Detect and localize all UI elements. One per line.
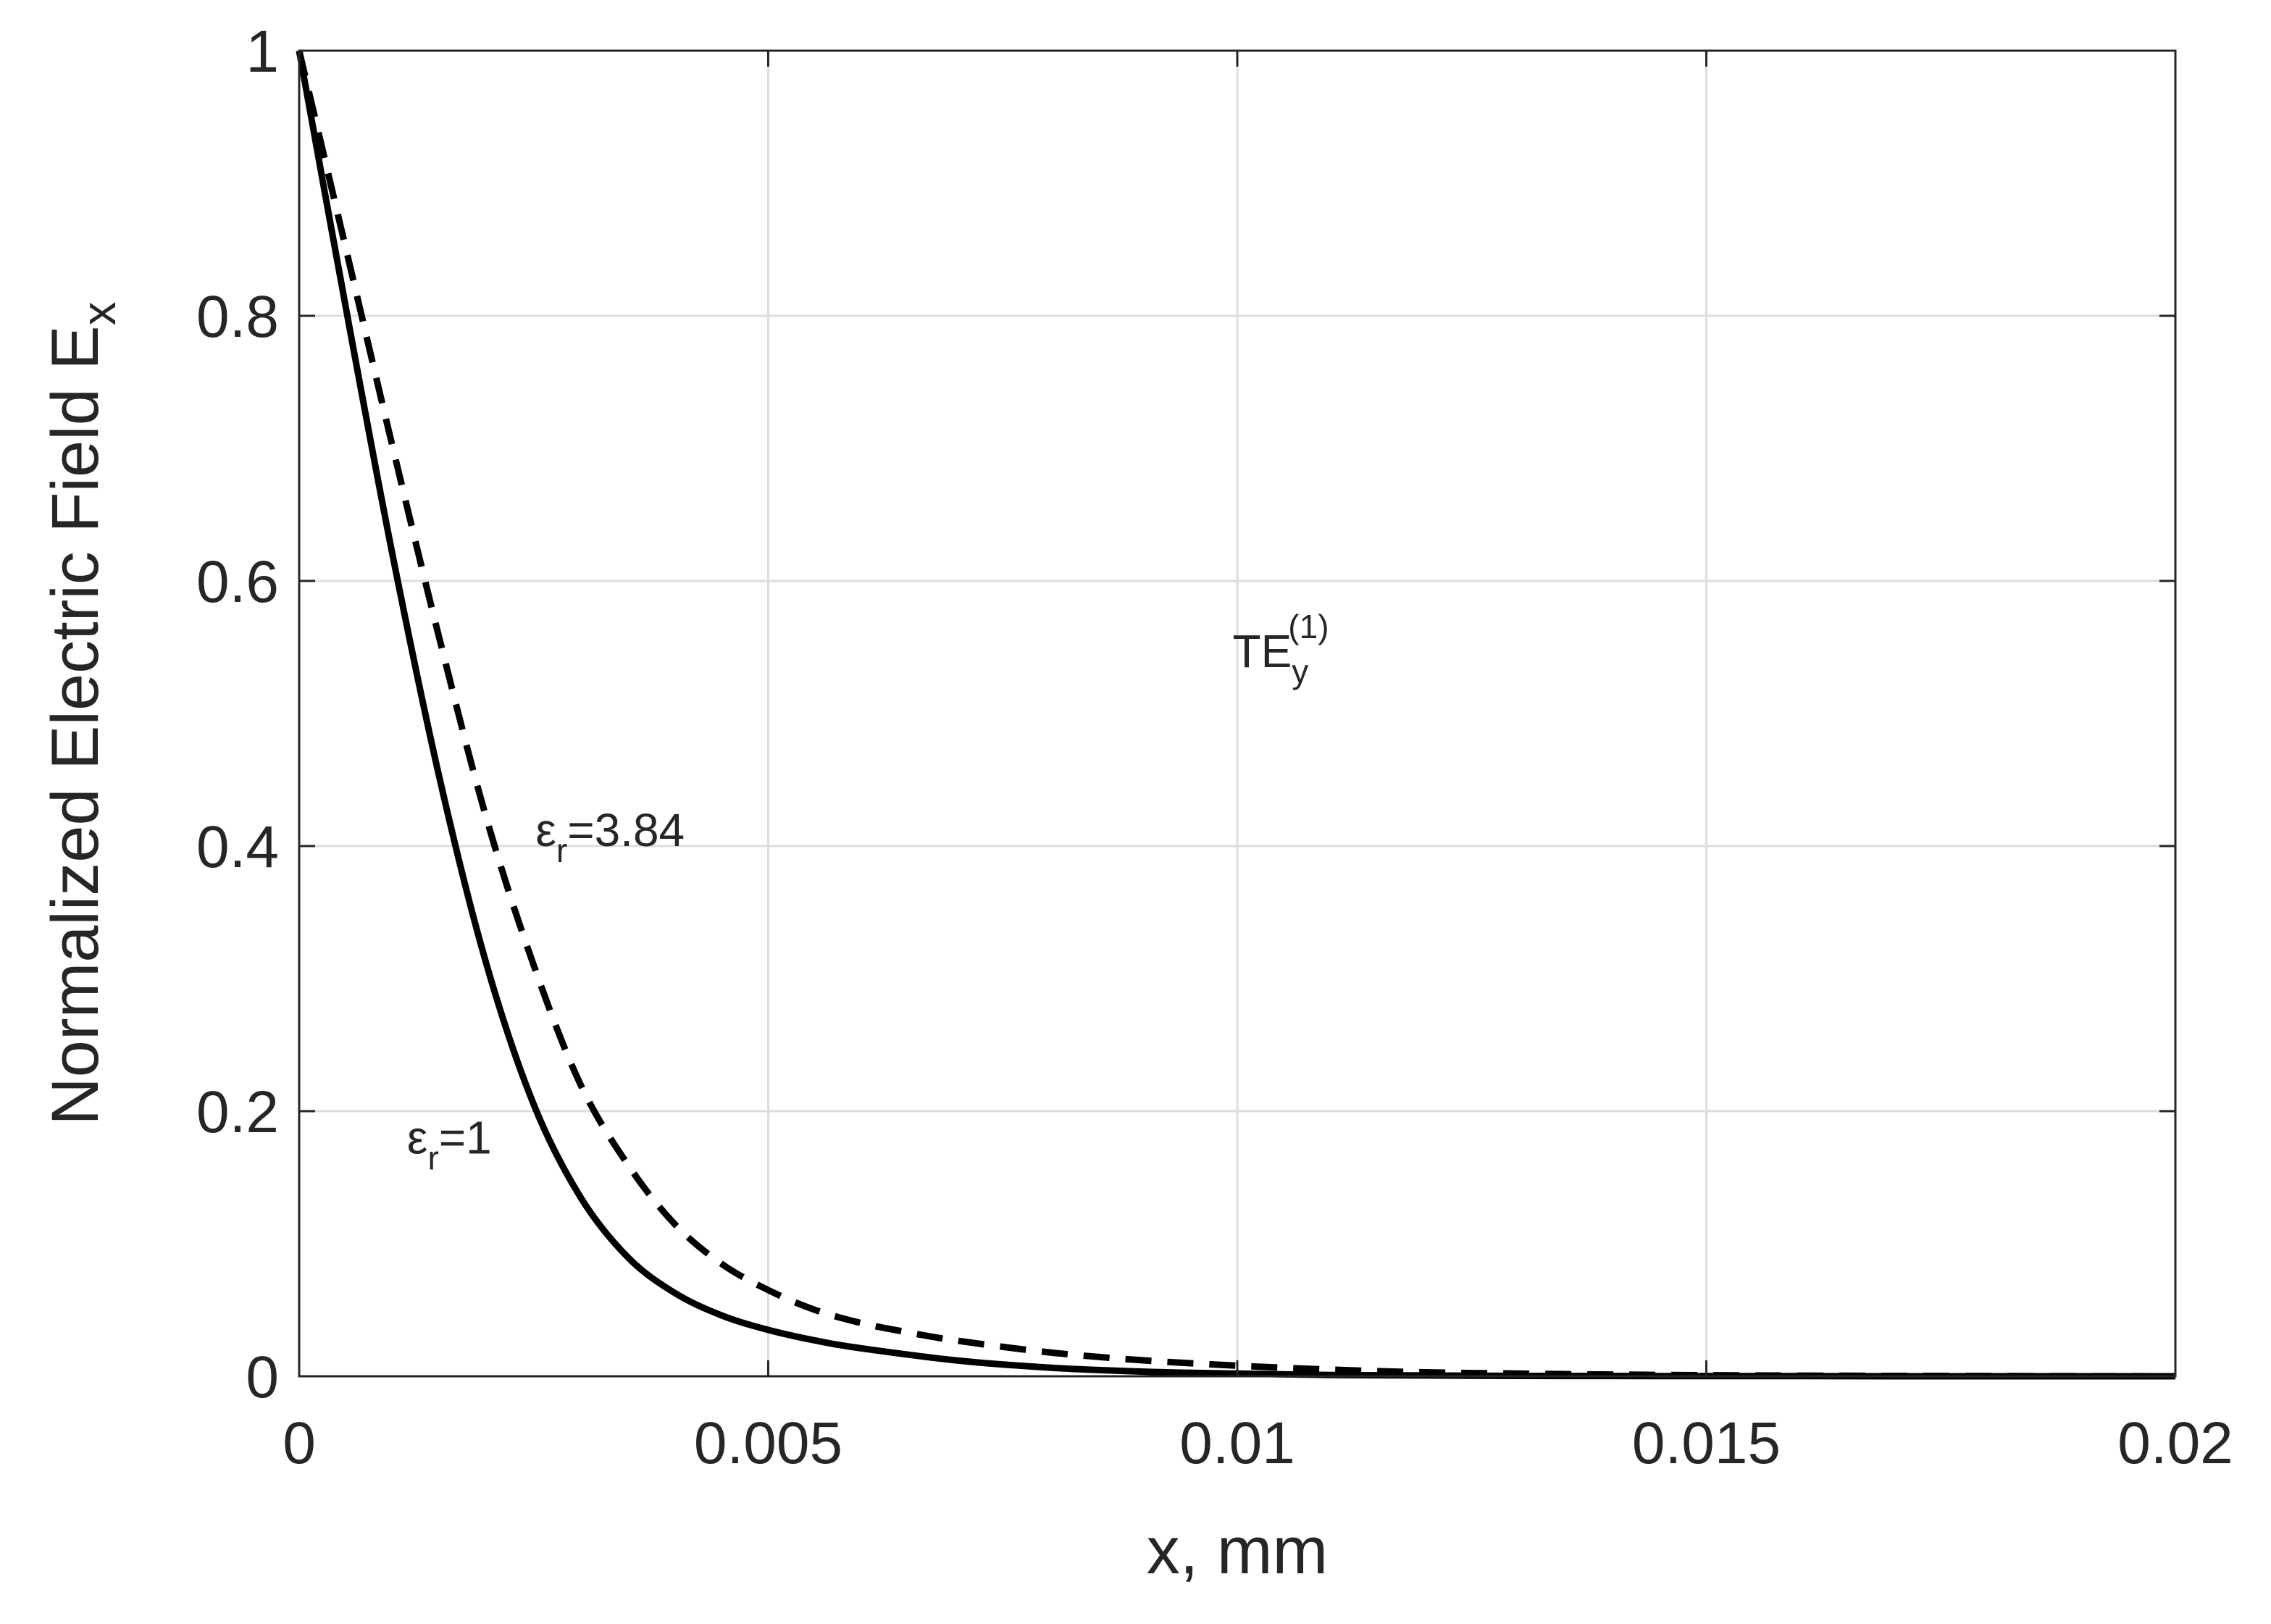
y-tick-label: 0.6 bbox=[196, 549, 279, 615]
annotation-rest: =1 bbox=[439, 1112, 492, 1164]
y-axis-title: Normalized Electric Field Ex bbox=[38, 301, 125, 1125]
annotation-sub: r bbox=[427, 1139, 438, 1177]
annotation-main: ε bbox=[407, 1112, 428, 1164]
annotation-mode: TEy (1) bbox=[1233, 608, 1329, 690]
annotation-sup: (1) bbox=[1288, 608, 1329, 645]
annotation-sub: y bbox=[1292, 653, 1308, 690]
x-tick-label: 0.005 bbox=[694, 1410, 842, 1476]
x-tick-label: 0 bbox=[283, 1410, 316, 1476]
ticks bbox=[298, 49, 2177, 1378]
annotation-dashed: εr=3.84 bbox=[535, 804, 685, 869]
y-tick-label: 0 bbox=[246, 1344, 279, 1410]
annotation-solid: εr=1 bbox=[407, 1112, 492, 1177]
grid bbox=[299, 51, 2175, 1376]
annotation-sub: r bbox=[556, 832, 567, 869]
x-tick-label: 0.015 bbox=[1632, 1410, 1781, 1476]
annotation-main: TE bbox=[1233, 625, 1292, 677]
y-axis-title-sub: x bbox=[72, 301, 125, 325]
y-tick-label: 1 bbox=[246, 19, 279, 85]
series-line-dashed bbox=[296, 49, 2176, 1380]
annotation-rest: =3.84 bbox=[567, 804, 685, 856]
annotation-main: ε bbox=[535, 804, 556, 856]
y-tick-label: 0.2 bbox=[196, 1079, 279, 1145]
x-tick-label: 0.02 bbox=[2117, 1410, 2233, 1476]
x-axis-title: x, mm bbox=[1147, 1514, 1328, 1588]
y-axis-title-main: Normalized Electric Field E bbox=[38, 325, 112, 1125]
x-tick-label: 0.01 bbox=[1179, 1410, 1295, 1476]
y-tick-label: 0.8 bbox=[196, 284, 279, 350]
tick-labels: 0 0.005 0.01 0.015 0.02 0 0.2 0.4 0.6 0.8 1 bbox=[196, 19, 2233, 1476]
y-tick-label: 0.4 bbox=[196, 814, 279, 880]
